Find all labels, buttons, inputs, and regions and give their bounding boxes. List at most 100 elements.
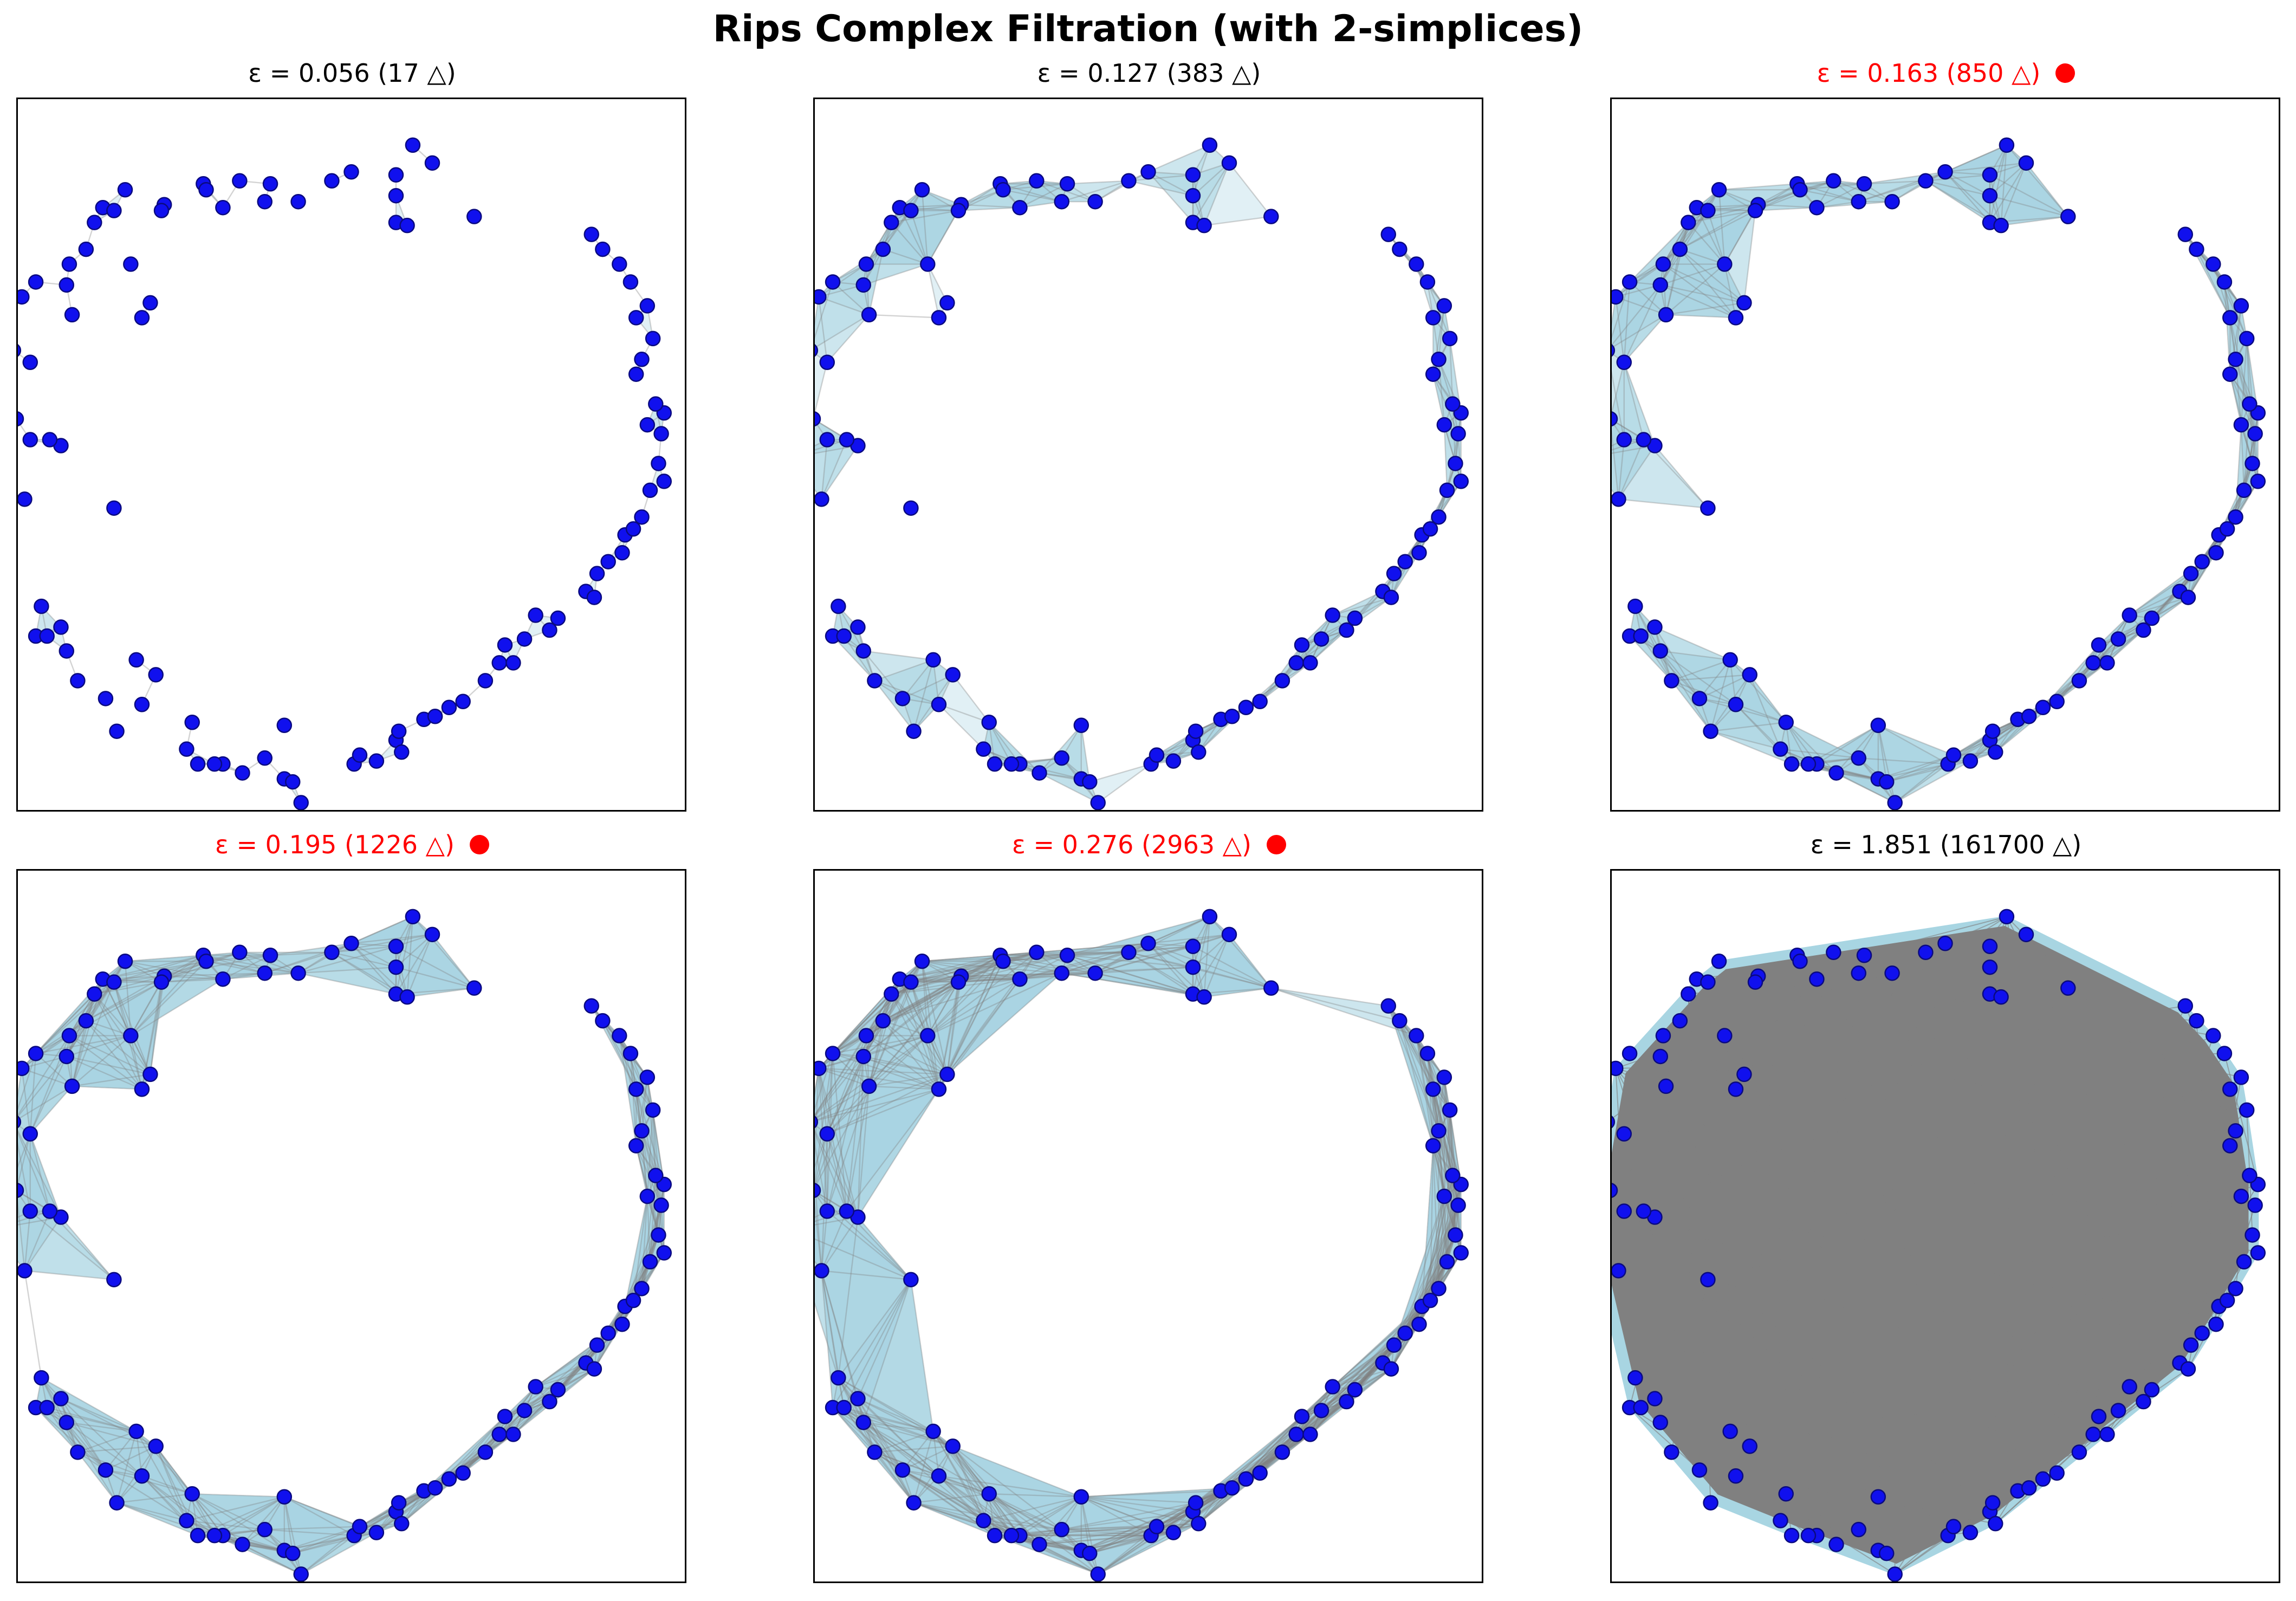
data-point	[109, 723, 125, 739]
triangle	[298, 946, 396, 994]
triangle	[1663, 249, 1736, 318]
triangle	[1710, 704, 1786, 731]
triangle	[72, 1021, 151, 1086]
triangle	[395, 1479, 449, 1512]
triangle	[36, 979, 103, 1056]
triangle	[1671, 659, 1730, 699]
triangle	[125, 961, 162, 1036]
triangle	[141, 1446, 192, 1494]
triangle	[1020, 943, 1149, 980]
triangle	[1332, 597, 1391, 619]
data-point	[1611, 491, 1626, 507]
edge	[41, 1377, 137, 1432]
edge	[406, 934, 433, 997]
edge	[1660, 284, 1744, 304]
triangle	[164, 973, 265, 980]
triangle	[186, 1496, 284, 1536]
edge	[649, 1175, 657, 1262]
triangle	[1780, 722, 1808, 764]
triangle	[1989, 145, 2007, 196]
triangle	[2118, 615, 2144, 639]
triangle	[641, 1077, 664, 1185]
data-point	[497, 1409, 513, 1424]
edge	[72, 1073, 151, 1087]
edge	[938, 704, 984, 750]
edge	[818, 296, 870, 316]
edge	[292, 1534, 354, 1554]
edge	[1864, 171, 1945, 185]
data-point	[612, 1028, 627, 1043]
triangle	[298, 952, 396, 994]
data-point	[290, 965, 306, 981]
triangle	[1003, 180, 1037, 208]
triangle	[116, 1431, 192, 1503]
edge	[813, 439, 847, 451]
edge	[283, 1496, 302, 1574]
triangle	[1148, 943, 1193, 994]
data-point	[628, 1138, 644, 1153]
data-point	[1302, 655, 1318, 671]
triangle	[105, 1446, 187, 1521]
edge	[1635, 606, 1672, 681]
triangle	[1003, 943, 1149, 980]
edge	[16, 1126, 62, 1218]
triangle	[1204, 163, 1272, 226]
data-point	[1453, 474, 1469, 489]
data-point	[16, 1060, 30, 1077]
data-point	[215, 199, 231, 216]
triangle	[72, 994, 131, 1086]
edge	[1659, 650, 1711, 732]
edge	[863, 650, 933, 661]
triangle	[641, 1175, 656, 1289]
data-point	[1982, 167, 1998, 183]
triangle	[1925, 145, 2007, 196]
triangle	[36, 1378, 78, 1453]
data-point	[405, 137, 421, 153]
triangle	[641, 1131, 661, 1205]
triangle	[1192, 719, 1221, 753]
triangle	[69, 982, 162, 1036]
triangle	[1679, 210, 1756, 303]
panel-title-text: ε = 0.056 (17 △)	[248, 59, 456, 88]
triangle	[1643, 439, 1708, 508]
data-point	[1054, 750, 1069, 766]
triangle	[206, 952, 265, 974]
data-point	[42, 1203, 58, 1219]
data-point	[491, 1427, 507, 1442]
triangle	[332, 943, 396, 994]
edge	[1623, 314, 1666, 363]
triangle	[16, 1133, 61, 1226]
edge	[910, 210, 929, 264]
edge	[485, 1401, 550, 1453]
edge	[105, 1431, 137, 1471]
triangle	[1679, 204, 1759, 250]
triangle	[424, 1452, 485, 1491]
data-point	[262, 176, 278, 192]
edge	[395, 916, 414, 968]
data-point	[215, 971, 231, 987]
triangle	[1433, 338, 1453, 404]
triangle	[636, 1077, 664, 1185]
edge	[2187, 552, 2217, 598]
triangle	[1000, 943, 1149, 956]
data-point	[1032, 765, 1047, 781]
triangle	[1192, 934, 1229, 997]
edge	[102, 961, 206, 980]
panel-title: ε = 0.276 (2963 △)	[813, 830, 1485, 859]
triangle	[1989, 163, 2068, 223]
triangle	[186, 1496, 284, 1545]
triangle	[1660, 264, 1725, 285]
triangle	[16, 1133, 50, 1211]
triangle	[636, 1145, 664, 1253]
edge	[913, 659, 934, 732]
triangle	[1688, 208, 1725, 264]
data-point	[1339, 622, 1354, 638]
data-point	[1325, 607, 1340, 623]
triangle	[116, 1494, 198, 1536]
triangle	[47, 1398, 137, 1431]
data-point	[2222, 310, 2238, 326]
triangle	[1128, 174, 1193, 196]
triangle	[22, 1035, 69, 1134]
edge	[16, 1258, 25, 1272]
triangle	[594, 1288, 642, 1369]
